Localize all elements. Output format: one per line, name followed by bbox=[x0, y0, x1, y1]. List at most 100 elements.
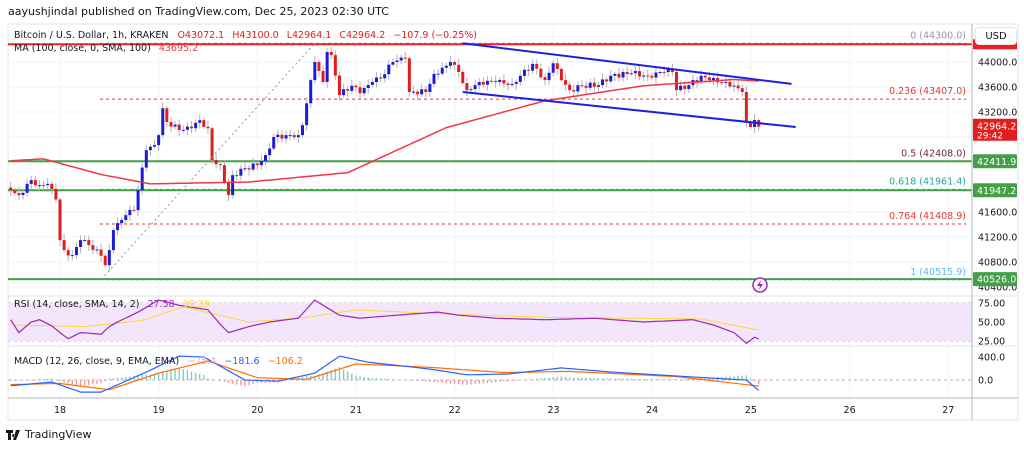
candle-body bbox=[535, 63, 539, 69]
candle-body bbox=[190, 126, 194, 129]
candle-body bbox=[309, 80, 313, 104]
candle-body bbox=[337, 75, 341, 96]
candle-body bbox=[551, 63, 555, 73]
candle-body bbox=[453, 62, 457, 65]
candle-body bbox=[736, 85, 740, 89]
tradingview-logo-icon bbox=[6, 429, 20, 440]
time-axis-label: 23 bbox=[547, 405, 559, 416]
time-axis-label: 18 bbox=[54, 405, 66, 416]
candle-body bbox=[157, 135, 161, 146]
candle-body bbox=[74, 246, 78, 256]
candle-body bbox=[325, 52, 329, 82]
rsi-panel bbox=[10, 299, 759, 345]
candle-body bbox=[498, 80, 502, 82]
channel-lower-line[interactable] bbox=[462, 91, 796, 128]
candle-body bbox=[62, 240, 66, 251]
candle-body bbox=[346, 89, 350, 91]
candle-body bbox=[148, 146, 152, 151]
candle-body bbox=[407, 58, 411, 92]
candle-body bbox=[416, 91, 420, 95]
candle-body bbox=[83, 239, 87, 241]
candle-body bbox=[214, 160, 218, 165]
price-axis-label: 43200.0 bbox=[978, 108, 1017, 119]
candle-body bbox=[42, 185, 46, 187]
tradingview-logo[interactable]: TradingView bbox=[6, 428, 91, 441]
fib-trend-line[interactable] bbox=[100, 42, 316, 281]
candle-body bbox=[169, 122, 173, 127]
price-axis-label: 44000.0 bbox=[978, 58, 1017, 69]
candle-body bbox=[720, 82, 724, 84]
support-price-tag bbox=[973, 154, 1017, 169]
candle-body bbox=[596, 85, 600, 87]
candle-body bbox=[198, 120, 202, 123]
fib-level-label: 1 (40515.9) bbox=[910, 267, 966, 278]
macd-axis-label: 0.0 bbox=[978, 376, 993, 387]
candle-body bbox=[522, 69, 526, 76]
candle-body bbox=[243, 168, 247, 170]
candle-body bbox=[675, 72, 678, 91]
lightning-icon[interactable] bbox=[752, 277, 768, 293]
candle-body bbox=[605, 79, 609, 82]
candle-body bbox=[638, 71, 642, 77]
candle-body bbox=[629, 73, 633, 75]
candle-body bbox=[251, 163, 255, 170]
candle-body bbox=[66, 250, 70, 256]
candle-body bbox=[177, 124, 181, 131]
candle-body bbox=[481, 82, 485, 85]
candle-body bbox=[642, 75, 646, 77]
time-axis-label: 24 bbox=[646, 405, 658, 416]
horizontal-lines[interactable] bbox=[8, 43, 972, 281]
candle-body bbox=[50, 183, 54, 189]
candle-body bbox=[662, 71, 666, 73]
candle-body bbox=[99, 249, 103, 256]
candle-body bbox=[531, 63, 535, 71]
candle-body bbox=[420, 89, 424, 95]
candle-body bbox=[54, 188, 58, 200]
candle-body bbox=[280, 134, 284, 139]
time-axis-label: 25 bbox=[745, 405, 757, 416]
candle-body bbox=[601, 79, 605, 86]
candle-body bbox=[58, 199, 62, 241]
candle-body bbox=[428, 83, 432, 92]
fib-level-label: 0.764 (41408.9) bbox=[889, 211, 966, 222]
candle-body bbox=[543, 77, 547, 81]
candle-body bbox=[711, 77, 715, 81]
candle-body bbox=[79, 240, 83, 247]
candle-body bbox=[103, 255, 107, 266]
candle-body bbox=[679, 85, 683, 91]
candle-body bbox=[572, 90, 576, 92]
candle-body bbox=[576, 85, 580, 92]
candle-body bbox=[317, 62, 321, 71]
candle-body bbox=[116, 223, 120, 231]
candle-body bbox=[383, 74, 387, 79]
candle-body bbox=[153, 145, 157, 147]
candle-body bbox=[46, 183, 50, 186]
candle-body bbox=[342, 89, 346, 96]
candle-body bbox=[350, 85, 354, 91]
candle-body bbox=[613, 73, 617, 76]
candle-body bbox=[440, 67, 444, 74]
candle-body bbox=[633, 71, 637, 74]
candle-body bbox=[161, 108, 165, 136]
candle-body bbox=[165, 108, 169, 122]
trendlines[interactable] bbox=[100, 42, 796, 281]
time-axis-label: 26 bbox=[844, 405, 856, 416]
brand-name: TradingView bbox=[25, 428, 92, 441]
candle-body bbox=[91, 245, 95, 250]
candle-body bbox=[683, 85, 687, 89]
candle-body bbox=[194, 122, 198, 129]
candle-body bbox=[132, 209, 136, 211]
currency-button[interactable]: USD bbox=[975, 27, 1017, 45]
candle-body bbox=[436, 73, 440, 75]
candle-body bbox=[29, 180, 33, 184]
candle-body bbox=[206, 126, 210, 129]
candle-body bbox=[247, 168, 251, 170]
candle-body bbox=[687, 85, 691, 89]
candle-body bbox=[461, 72, 465, 84]
candle-body bbox=[362, 88, 366, 94]
candle-body bbox=[140, 167, 144, 191]
candle-body bbox=[617, 73, 621, 78]
candle-body bbox=[222, 165, 226, 183]
channel-upper-line[interactable] bbox=[462, 42, 792, 85]
